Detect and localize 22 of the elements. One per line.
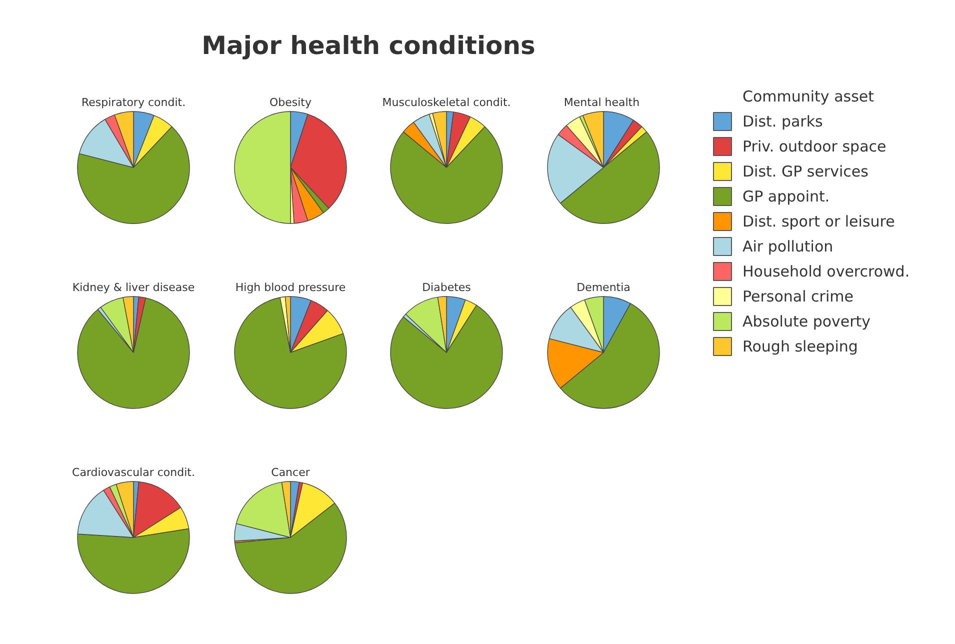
slice-label: Cancer — [271, 466, 310, 479]
slice-label: Mental health — [564, 96, 640, 109]
slice-label: Dementia — [576, 281, 630, 294]
legend-label: Household overcrowd. — [742, 262, 910, 280]
slice-label: Diabetes — [422, 281, 472, 294]
legend-label: GP appoint. — [742, 188, 830, 206]
chart-title: Major health conditions — [202, 31, 536, 60]
slice-label: Obesity — [269, 96, 312, 109]
slice-label: Respiratory condit. — [81, 96, 186, 109]
legend-label: Priv. outdoor space — [742, 138, 886, 156]
legend-label: Rough sleeping — [742, 338, 858, 356]
legend-label: Absolute poverty — [742, 312, 871, 330]
slice-label: Kidney & liver disease — [72, 281, 195, 294]
slice-label: Cardiovascular condit. — [72, 466, 195, 479]
legend-title: Community asset — [742, 88, 874, 106]
slice-label: High blood pressure — [235, 281, 346, 294]
legend-label: Dist. GP services — [742, 162, 869, 180]
slice-label: Musculoskeletal condit. — [382, 96, 511, 109]
legend-label: Dist. parks — [742, 112, 824, 130]
legend-label: Personal crime — [742, 288, 854, 306]
legend-label: Dist. sport or leisure — [742, 212, 895, 230]
legend-label: Air pollution — [742, 238, 834, 256]
